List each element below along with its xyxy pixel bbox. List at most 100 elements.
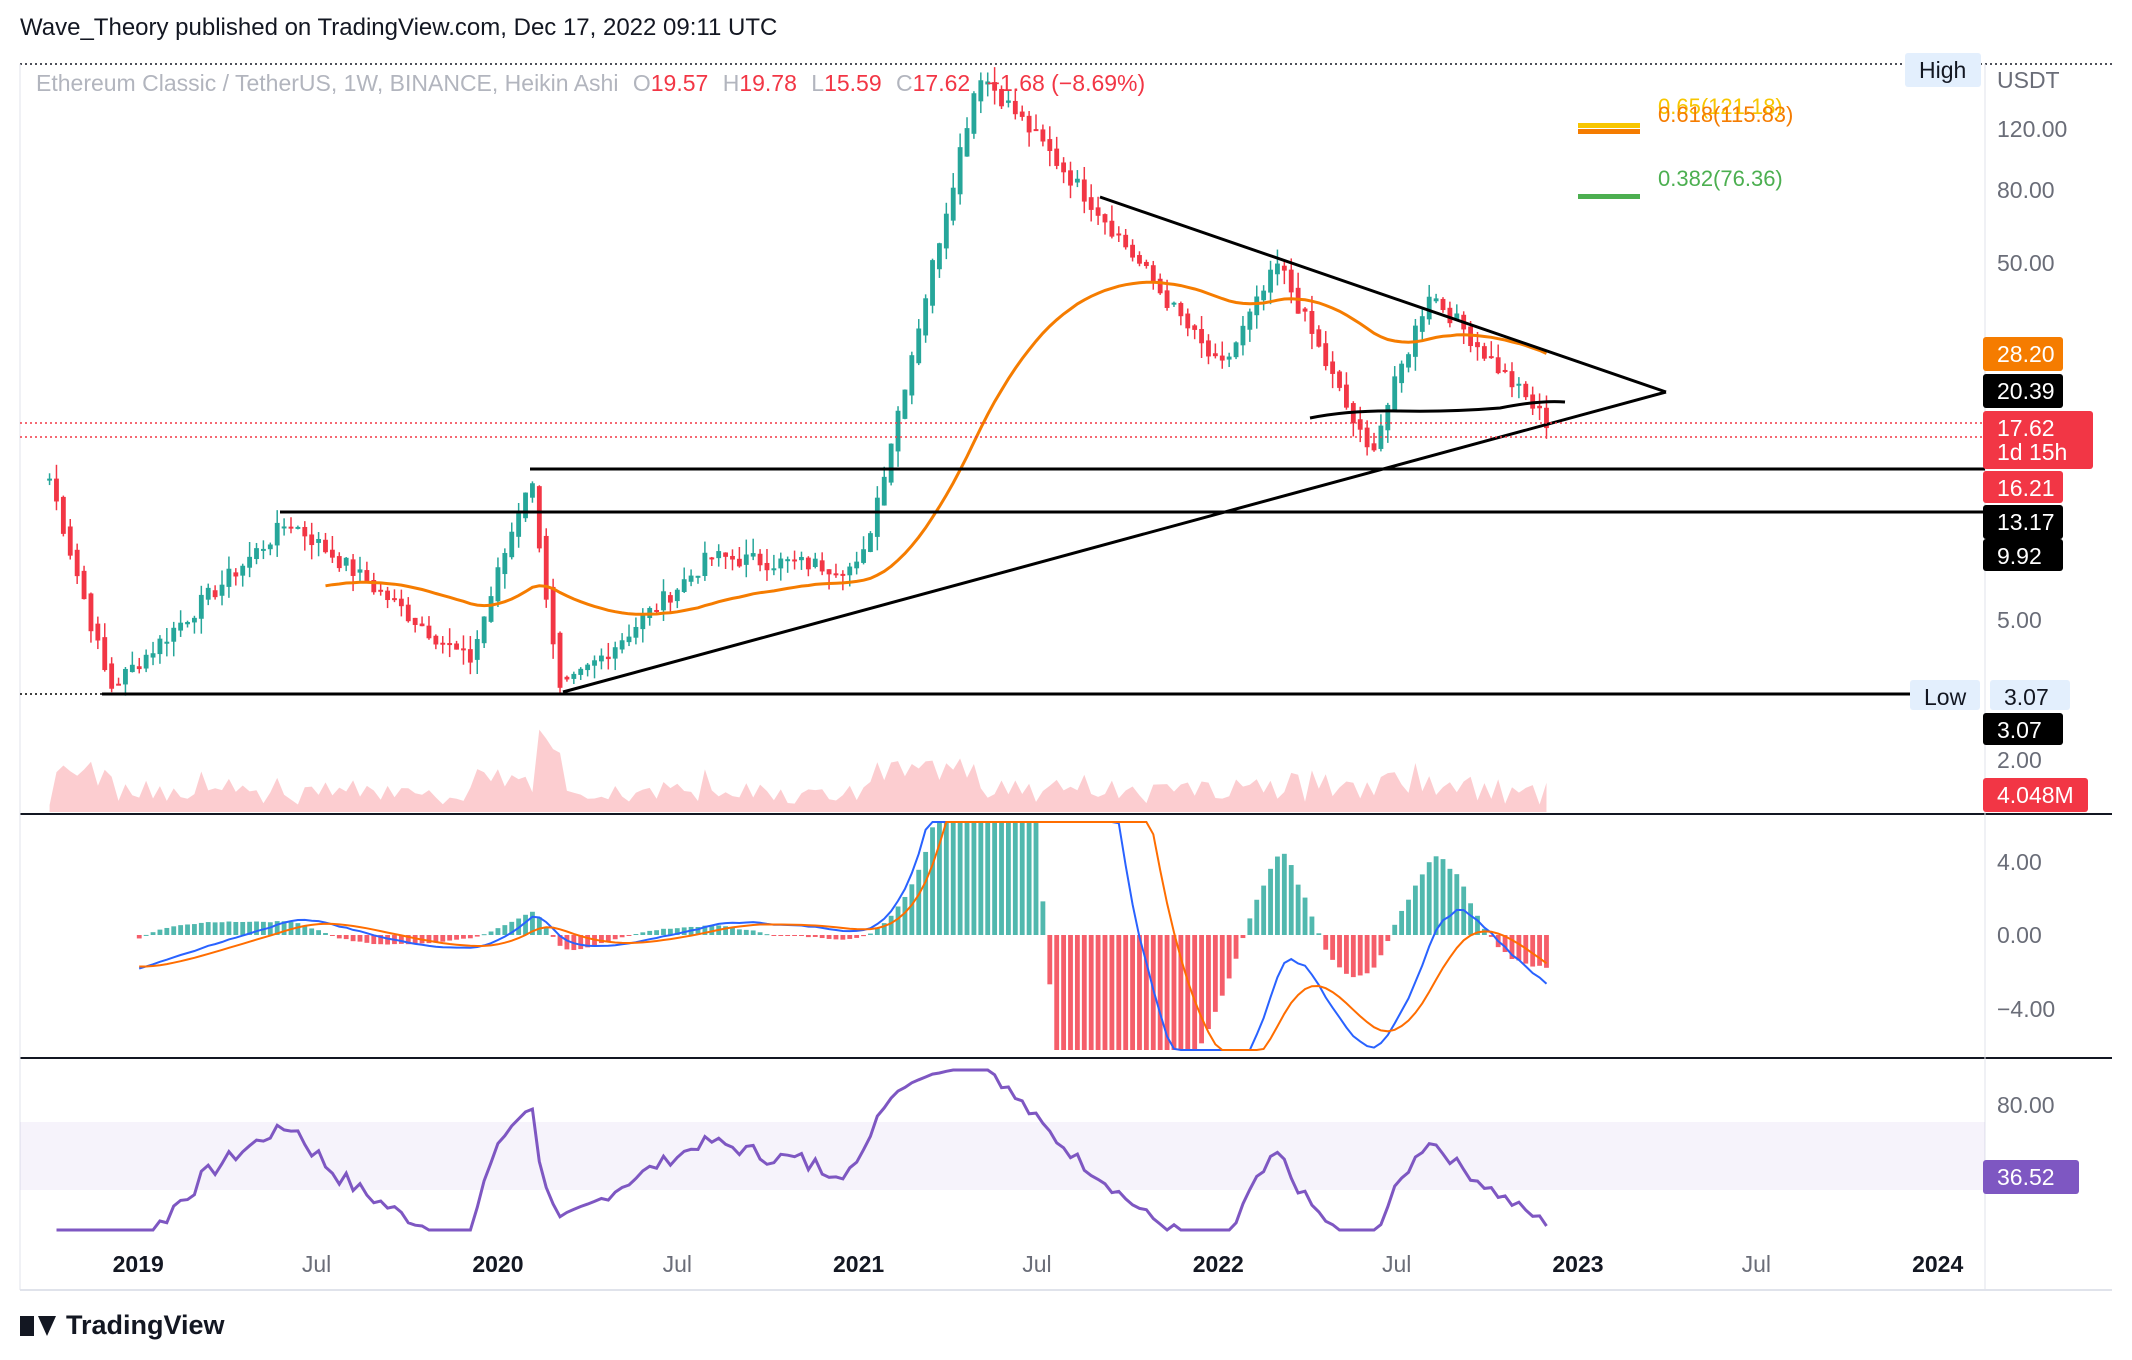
macd-bar [599,935,604,944]
low-value-label-bg [1990,680,2070,710]
candle-body [378,589,384,592]
macd-bar [868,933,873,935]
candle-body [1212,353,1218,357]
candle-body [54,478,59,502]
candle-body [1178,303,1184,317]
candle-body [950,187,956,221]
candle-body [709,557,715,560]
macd-bar [667,928,673,935]
candle-body [1185,313,1191,329]
candle-body [1240,325,1246,346]
level-20-label: 20.39 [1997,378,2055,404]
candle-body [723,552,729,557]
macd-bar [1226,935,1232,979]
macd-bar [509,921,515,935]
macd-bar [426,935,432,944]
level-20-label-bg [1983,374,2063,408]
macd-bar [909,884,915,935]
candle-body [1426,296,1432,320]
macd-bar [1157,935,1163,1050]
close-value: 17.62 [912,70,971,96]
macd-bar [343,935,349,940]
ema-line [325,280,1548,616]
macd-bar [433,935,439,943]
macd-bar [943,822,949,935]
candle-body [702,552,708,576]
candle-body [599,655,604,662]
candle-body [764,562,770,571]
macd-bar [923,851,929,935]
candle-body [81,570,87,600]
support-13-label-bg [1983,505,2063,539]
macd-bar [847,935,853,939]
candle-body [1116,233,1122,236]
macd-bar [1440,859,1446,935]
candle-body [205,587,211,600]
macd-bar [1468,903,1474,935]
macd-bar [1061,935,1067,1050]
macd-bar [316,930,322,935]
macd-bar [1123,935,1129,1050]
brand-name: TradingView [66,1310,225,1340]
fib-382-swatch [1578,194,1640,199]
triangle-lower-trendline [562,390,1667,694]
candle-body [474,639,480,660]
time-tick: Jul [663,1251,692,1277]
rsi-last-label: 36.52 [1997,1164,2055,1190]
macd-bar [1206,935,1211,1030]
macd-bar [205,922,211,935]
macd-bar [385,935,390,945]
candle-body [1026,115,1032,133]
macd-bar [543,926,549,935]
tradingview-footer[interactable]: TradingView [20,1310,225,1341]
candle-body [212,590,218,598]
level-16-label-bg [1983,471,2063,503]
time-tick: Jul [1022,1251,1051,1277]
macd-bar [1371,935,1377,968]
candle-body [605,656,611,660]
macd-bar [1219,935,1225,996]
candle-body [343,557,349,566]
macd-bar [233,921,239,935]
candle-body [888,443,894,483]
macd-bar [937,822,942,935]
macd-bar [778,935,784,936]
macd-bar [1399,910,1405,935]
candle-body [1123,234,1129,248]
close-price-bg [1983,411,2093,469]
candle-body [461,648,466,651]
price-tick: 5.00 [1997,607,2042,633]
macd-bar [557,935,563,946]
candle-body [233,572,239,577]
low-marker: Low [1924,684,1967,710]
candle-body [847,566,853,576]
macd-bar [1019,822,1025,935]
candle-body [1337,371,1342,388]
macd-bar [978,822,984,935]
curved-resistance [1309,400,1566,420]
candle-body [633,626,639,638]
candle-body [150,653,156,658]
candle-body [771,568,777,571]
macd-bar [1509,935,1515,959]
candle-body [1309,311,1315,334]
candle-body [1516,383,1522,386]
macd-bar [861,935,866,937]
candle-body [957,147,963,195]
macd-bar [495,928,501,935]
low-price-label: 3.07 [1997,717,2042,743]
fib-65-swatch [1578,123,1640,128]
rsi-tick: 80.00 [1997,1092,2055,1118]
candle-body [1054,148,1060,166]
macd-bar [530,911,535,935]
macd-bar [219,922,225,935]
candle-body [88,593,94,632]
time-tick: 2019 [113,1251,164,1277]
macd-bar [523,914,528,935]
candle-body [750,553,756,557]
macd-bar [350,935,356,942]
macd-bar [1330,935,1336,960]
candle-body [1447,307,1453,324]
currency-label: USDT [1997,67,2060,93]
